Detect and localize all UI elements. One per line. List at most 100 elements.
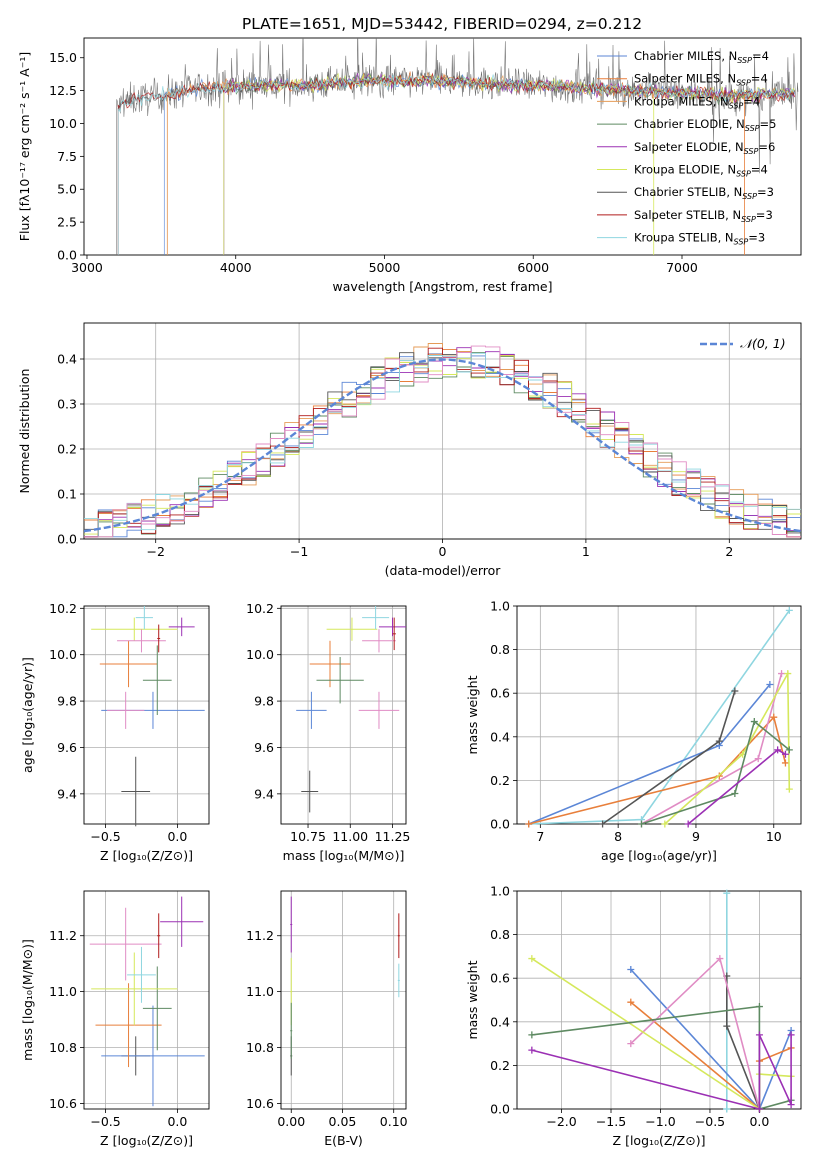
age-vs-Z-panel: −0.5 0.0 9.4 9.6 9.8 10.0 10.2 Z [log₁₀(Z/Z⊙)] a… [20,601,210,863]
weight-point [731,789,739,797]
x-tick-label: 0 [439,544,447,559]
x-tick-label: 4000 [220,260,252,275]
x-axis-label: wavelength [Angstrom, rest frame] [332,279,552,294]
y-tick-label: 15.0 [49,50,77,65]
y-tick-label: 0.0 [490,817,510,832]
x-axis-label: age [log₁₀(age/yr)] [601,848,717,863]
weight-point [785,746,793,754]
weight-point [716,955,724,963]
weight-point [787,1031,795,1039]
y-tick-label: 0.4 [490,1014,510,1029]
weight-line [641,720,790,825]
y-axis-label: mass weight [465,675,480,754]
y-tick-label: 10.0 [246,647,274,662]
x-axis-label: Z [log₁₀(Z/Z⊙)] [100,848,193,863]
weight-point [731,687,739,695]
weight-point [715,737,723,745]
x-tick-label: −0.5 [90,829,120,844]
gridlines [281,891,406,1109]
axes-frame [83,890,210,1110]
x-tick-label: 6000 [517,260,549,275]
y-tick-label: 10.0 [49,647,77,662]
residual-histogram [84,352,801,538]
weight-point [723,1105,731,1113]
x-tick-label: 0.10 [380,1114,408,1129]
x-axis-label: (data-model)/error [385,563,502,578]
figure-title: PLATE=1651, MJD=53442, FIBERID=0294, z=0… [242,15,642,33]
weight-point [661,820,669,828]
weight-lines [525,606,793,828]
y-tick-label: 10.2 [49,601,77,616]
axes-frame [83,322,802,540]
x-tick-label: −1 [290,544,308,559]
legend-label: Chabrier MILES, NSSP=4 [634,49,769,65]
y-tick-label: 0.2 [490,1058,510,1073]
y-tick-label: 10.2 [246,601,274,616]
weight-point [627,965,635,973]
model-line [117,72,796,255]
y-tick-label: 2.5 [57,215,77,230]
error-bars [91,606,205,827]
weight-point [525,820,533,828]
histograms [84,343,801,538]
y-tick-label: 0.0 [490,1102,510,1117]
y-tick-label: 9.6 [254,740,274,755]
gridlines [281,606,406,824]
y-tick-label: 0.4 [57,352,77,367]
y-tick-label: 0.3 [57,397,77,412]
x-tick-label: 0.0 [749,1114,769,1129]
weight-point [778,670,786,678]
weight-point [766,680,774,688]
weight-point [637,820,645,828]
residuals-panel: −2 −1 0 1 2 0.0 0.1 0.2 0.3 0.4 (data-model)/error… [17,322,802,578]
weight-line [602,690,736,825]
weight-point [755,1031,763,1039]
weight-point [627,1040,635,1048]
error-bars [290,896,400,1076]
mass-vs-Z-panel: −0.5 0.0 10.6 10.8 11.0 11.2 Z [log₁₀(Z/Z⊙)] ma… [20,890,210,1148]
weight-line [531,957,792,1111]
model-line [117,74,796,255]
weight-line [528,683,771,825]
x-tick-label: 11.25 [375,829,411,844]
x-tick-label: 0.05 [329,1114,357,1129]
panels: 3000 4000 5000 6000 70000.02.55.07.510.012.5… [17,37,802,1148]
y-tick-label: 11.2 [49,928,77,943]
x-tick-label: 3000 [71,260,103,275]
x-axis-label: E(B-V) [324,1133,363,1148]
x-tick-label: 10 [766,829,782,844]
y-tick-label: 10.6 [246,1096,274,1111]
gridlines [84,891,209,1109]
y-tick-label: 0.1 [57,487,77,502]
x-tick-label: 1 [582,544,590,559]
x-tick-label: 7 [536,829,544,844]
x-tick-label: −2 [146,544,164,559]
x-tick-label: 0.00 [277,1114,305,1129]
massweight-vs-age-panel: 7 8 9 10 0.0 0.2 0.4 0.6 0.8 1.0 age [log₁₀(age/yr… [465,599,802,863]
weight-point [755,1105,763,1113]
axes-frame [516,605,802,825]
weight-lines [528,889,795,1113]
legend-label: 𝒩(0, 1) [740,336,786,351]
spectrum-panel: 3000 4000 5000 6000 7000 0.0 2.5 5.0 7.5 10.0 12.5… [17,37,802,294]
weight-point [781,759,789,767]
weight-point [785,606,793,614]
weight-point [755,1003,763,1011]
y-tick-label: 12.5 [49,83,77,98]
error-bars [89,896,205,1107]
y-axis-label: Flux [fλ10⁻¹⁷ erg cm⁻² s⁻¹ A⁻¹] [17,52,32,241]
axes-frame [83,37,802,256]
x-tick-label: 9 [692,829,700,844]
y-tick-label: 1.0 [490,599,510,614]
axes-frame [516,890,802,1110]
y-tick-label: 9.6 [57,740,77,755]
massweight-vs-Z-panel: −2.0 −1.5 −1.0 −0.5 0.0 0.0 0.2 0.4 0.6 0.8 1.0 Z [… [465,884,802,1148]
y-tick-label: 0.0 [57,248,77,263]
legend-label: Salpeter STELIB, NSSP=3 [634,208,773,224]
normal-curve [84,358,801,533]
x-tick-label: 8 [614,829,622,844]
y-tick-label: 10.0 [49,116,77,131]
weight-point [627,998,635,1006]
error-bars [296,606,406,813]
y-tick-label: 10.8 [49,1040,77,1055]
